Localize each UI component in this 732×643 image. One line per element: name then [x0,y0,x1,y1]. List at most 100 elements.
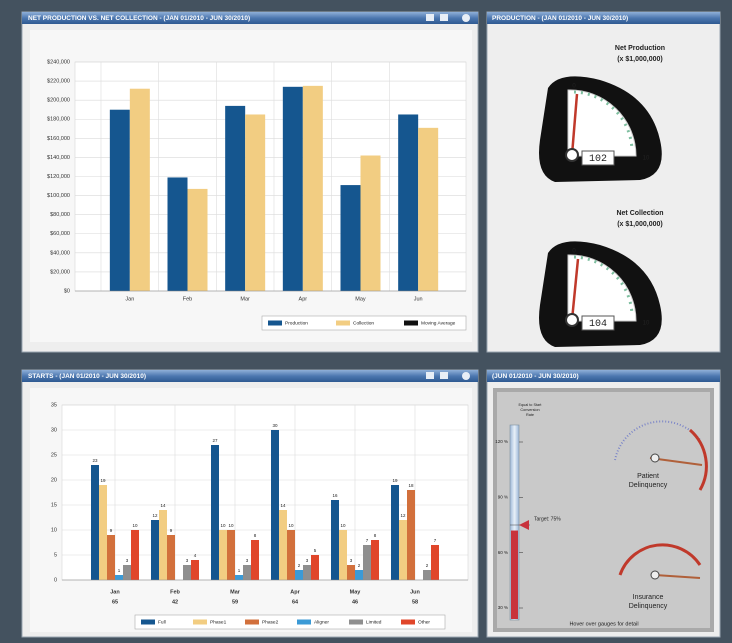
legend-swatch [268,320,282,326]
bar [391,485,399,580]
bar [211,445,219,580]
data-label: 10 [340,523,346,528]
bar [287,530,295,580]
legend-swatch [141,619,155,625]
bar [167,535,175,580]
data-label: 9 [170,528,173,533]
legend-box [261,315,467,331]
y-tick-label: $0 [64,288,70,294]
x-tick-label: Jun [410,589,420,595]
bar [227,530,235,580]
bar [129,88,150,291]
bar [303,565,311,580]
legend-label: Phase2 [262,619,279,625]
data-label: 1 [238,568,241,573]
x-tick-label: Jan [110,589,120,595]
bar [282,86,303,291]
y-tick-label: $140,000 [47,155,70,161]
y-tick-label: 15 [51,502,57,508]
gauge-title: Net Production [615,45,665,52]
y-tick-label: $80,000 [50,212,70,218]
bar [235,575,243,580]
gauge-scale-label: 10 [643,156,650,162]
bar [191,560,199,580]
data-label: 1 [118,568,121,573]
window-buttons[interactable] [426,14,470,380]
gauge-scale-label: 10 [643,321,650,327]
delinquency-label: Patient [637,473,659,480]
gauge-subtitle: (x $1,000,000) [617,56,663,63]
bar [115,575,123,580]
data-label: 18 [408,483,414,488]
data-label: 2 [298,563,301,568]
delinquency-label: Insurance [633,594,664,601]
x-tick-label: May [350,589,362,595]
bar [311,555,319,580]
bar [355,570,363,580]
tick-label: 30 % [498,605,508,610]
legend-label: Limited [366,619,382,625]
x-tick-label: Jun [414,296,423,302]
bar [109,109,130,291]
bar [371,540,379,580]
data-label: 19 [392,478,398,483]
gauge-scale-label: 0 [572,249,576,255]
bar [431,545,439,580]
target-marker [519,520,529,530]
bar [187,188,208,291]
conversion-title: Conversion [520,408,539,412]
data-label: 8 [374,533,377,538]
bar [225,105,246,292]
conversion-title: Equal to Start [518,403,542,407]
data-label: 2 [426,563,429,568]
bar [423,570,431,580]
tick-label: 90 % [498,495,508,500]
gauge-scale-label: 0 [572,84,576,90]
category-total: 59 [232,599,238,605]
bar [363,545,371,580]
data-label: 16 [332,493,338,498]
bar [340,185,361,291]
x-tick-label: Jan [125,296,134,302]
panel-title: NET PRODUCTION VS. NET COLLECTION - (JAN… [28,15,250,22]
panel-title: STARTS - (JAN 01/2010 - JUN 30/2010) [28,373,146,380]
y-tick-label: $20,000 [50,269,70,275]
gauge-subtitle: (x $1,000,000) [617,221,663,228]
data-label: 3 [246,558,249,563]
bar [331,500,339,580]
data-label: 7 [434,538,437,543]
data-label: 10 [132,523,138,528]
y-tick-label: $40,000 [50,250,70,256]
x-tick-label: Mar [240,296,250,302]
bar [302,85,323,292]
bar [245,114,266,292]
x-tick-label: May [355,296,366,302]
data-label: 30 [272,423,278,428]
x-tick-label: Mar [230,589,241,595]
data-label: 10 [228,523,234,528]
data-label: 2 [358,563,361,568]
bar [99,485,107,580]
data-label: 10 [288,523,294,528]
legend-swatch [336,320,350,326]
data-label: 10 [220,523,226,528]
gauge-display: 104 [589,319,607,330]
y-tick-label: $120,000 [47,174,70,180]
y-tick-label: $240,000 [47,59,70,65]
y-tick-label: 25 [51,452,57,458]
bar [360,155,381,291]
legend-label: Other [418,619,430,625]
bar [151,520,159,580]
x-tick-label: Apr [299,296,308,302]
bar [91,465,99,580]
y-tick-label: $180,000 [47,117,70,123]
legend-label: Collection [353,320,374,326]
legend-swatch [404,320,418,326]
bar [219,530,227,580]
tick-label: 60 % [498,550,508,555]
bar [251,540,259,580]
data-label: 7 [366,538,369,543]
y-tick-label: $200,000 [47,98,70,104]
data-label: 4 [194,553,197,558]
target-label: Target: 75% [534,516,561,522]
